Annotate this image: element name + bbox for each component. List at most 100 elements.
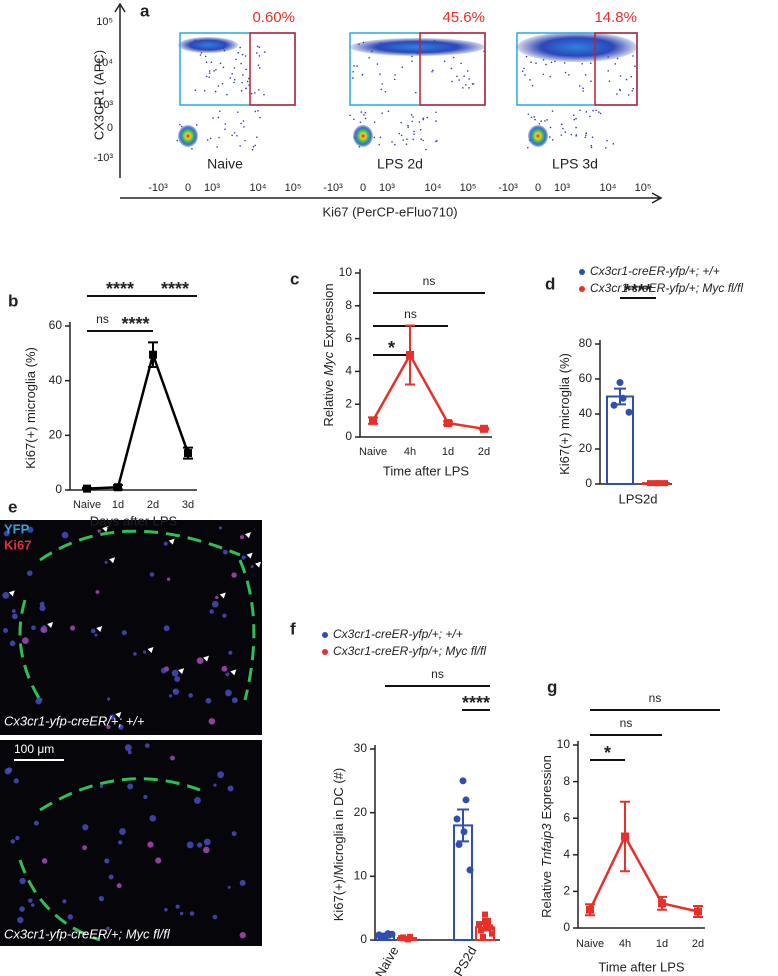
data-point [462, 796, 470, 804]
cell [11, 609, 16, 613]
cell [142, 650, 147, 654]
cell [196, 842, 203, 848]
event-dot [456, 75, 458, 78]
event-dot [625, 78, 628, 81]
event-dot [540, 120, 543, 122]
event-dot [550, 61, 553, 64]
cell [62, 899, 67, 904]
event-dot [435, 120, 437, 122]
region-outline [18, 529, 256, 701]
event-dot [582, 87, 584, 90]
event-dot [523, 67, 525, 70]
event-dot [575, 135, 577, 137]
event-dot [560, 123, 563, 126]
data-point [377, 933, 385, 941]
event-dot [258, 46, 261, 48]
cell [10, 839, 16, 844]
event-dot [361, 74, 364, 76]
y-axis-label-part: Relative [321, 380, 336, 427]
x-tick-label: 2d [692, 938, 704, 950]
event-dot [412, 116, 414, 118]
cell [144, 743, 150, 749]
event-dot [240, 90, 243, 92]
cell [227, 785, 234, 792]
event-dot [592, 109, 594, 112]
x-axis-arrow [120, 192, 663, 204]
event-dot [231, 134, 233, 137]
significance-label: **** [624, 281, 652, 301]
cell [222, 549, 228, 555]
event-dot [233, 67, 236, 69]
y-tick-label: 8 [345, 298, 352, 312]
arrowhead [168, 538, 175, 545]
event-dot [257, 110, 259, 112]
cell [107, 697, 111, 701]
event-dot [471, 83, 474, 85]
event-dot [533, 116, 535, 118]
x-tick-label: 10³ [204, 182, 220, 194]
event-dot [572, 114, 575, 116]
event-dot [549, 75, 552, 78]
y-axis-label-part: Expression [321, 283, 336, 347]
legend-swatch [322, 649, 328, 655]
cell [186, 841, 194, 849]
cell [121, 630, 127, 636]
density [178, 125, 198, 147]
event-dot [257, 64, 260, 66]
cell [39, 605, 46, 612]
event-dot [529, 79, 531, 81]
y-axis-label: Relative Tnfaip3 Expression [539, 755, 554, 918]
data-point [487, 924, 493, 931]
event-dot [263, 93, 265, 96]
line [86, 350, 190, 490]
event-dot [241, 81, 243, 84]
cell [171, 669, 179, 677]
event-dot [413, 130, 415, 133]
event-dot [590, 80, 592, 83]
arrowhead [8, 590, 15, 597]
x-tick-label: Naive [372, 944, 402, 976]
density [178, 37, 238, 53]
cell [174, 676, 181, 683]
y-tick-label: 30 [354, 741, 368, 755]
event-dot [224, 123, 227, 125]
panel-letter: d [545, 274, 555, 293]
x-tick-label: 0 [360, 182, 366, 194]
cell [215, 595, 219, 600]
y-tick-label: 2 [563, 884, 570, 898]
marker [369, 416, 377, 425]
flow-plots: 10⁵ 10⁴ 10³ 0 -10³ -10³ 0 10³ 10⁴ 10⁵ 0.60% Naive -1… [93, 9, 651, 194]
cell [147, 841, 154, 848]
data-point [476, 921, 482, 928]
cell [19, 906, 25, 912]
cell [227, 885, 231, 889]
x-tick-label: Naive [73, 499, 101, 511]
event-dot [582, 90, 584, 92]
event-dot [412, 138, 415, 141]
y-tick-label: 40 [49, 373, 63, 387]
x-tick-label: 0 [185, 182, 191, 194]
significance-label: ns [431, 667, 444, 681]
cell [94, 633, 98, 637]
y-tick-label: -10³ [93, 152, 113, 164]
arrowhead [230, 669, 237, 676]
y-tick-label: 8 [563, 774, 570, 788]
data-point [656, 480, 662, 487]
event-dot [246, 80, 249, 83]
cell [217, 771, 225, 779]
gate [419, 32, 486, 106]
event-dot [590, 144, 593, 147]
cell [33, 820, 39, 826]
data-point [619, 394, 627, 402]
x-tick-label: 1d [656, 938, 668, 950]
event-dot [252, 145, 255, 148]
marker [658, 899, 666, 908]
y-tick-label: 2 [345, 396, 352, 410]
cell [70, 625, 76, 631]
event-dot [422, 139, 424, 142]
event-dot [460, 62, 462, 65]
x-tick-label: 10⁵ [635, 182, 652, 194]
event-dot [210, 61, 213, 64]
panel-letter: c [290, 269, 299, 288]
event-dot [204, 55, 207, 58]
